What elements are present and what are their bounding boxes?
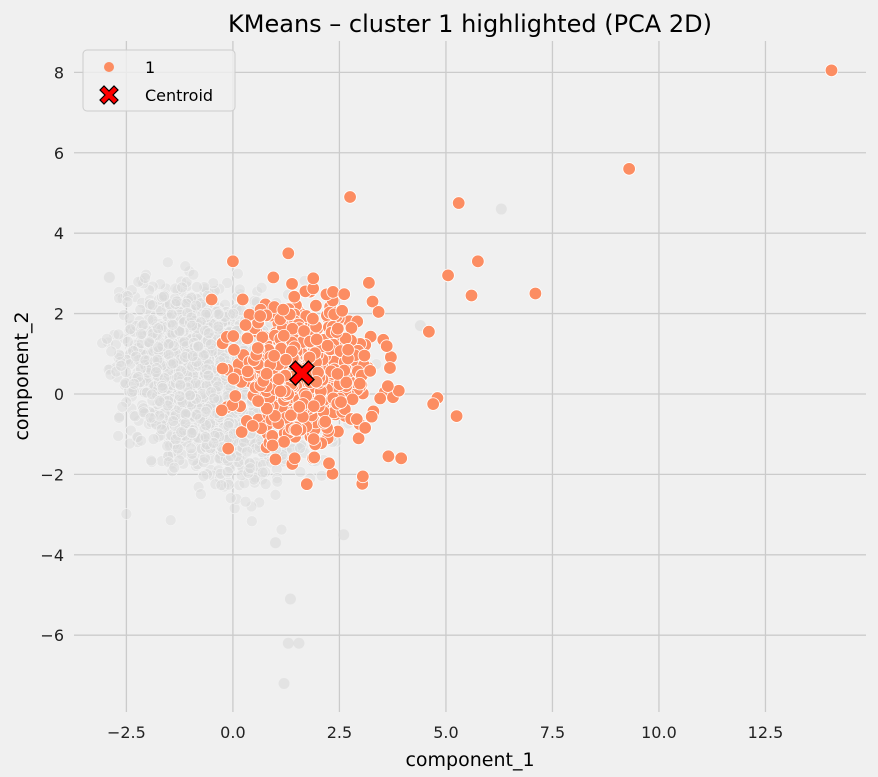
y-axis-label: component_2 (11, 311, 33, 440)
legend-circle-icon (104, 62, 114, 72)
y-tick-label: −2 (40, 465, 64, 484)
y-tick-label: 6 (54, 144, 64, 163)
centroid-x-icon (288, 360, 315, 387)
x-axis-label: component_1 (405, 749, 534, 771)
legend-label-cluster: 1 (145, 58, 155, 77)
x-tick-label: 0.0 (220, 723, 245, 742)
x-tick-label: 7.5 (540, 723, 565, 742)
chart-title: KMeans – cluster 1 highlighted (PCA 2D) (228, 10, 712, 38)
legend: 1 Centroid (82, 49, 236, 112)
y-tick-label: −6 (40, 626, 64, 645)
x-tick-label: −2.5 (107, 723, 146, 742)
x-tick-label: 2.5 (327, 723, 352, 742)
legend-label-centroid: Centroid (145, 86, 213, 105)
y-tick-label: 8 (54, 63, 64, 82)
y-tick-label: −4 (40, 546, 64, 565)
x-tick-label: 5.0 (433, 723, 458, 742)
centroid-marker (288, 360, 315, 387)
axis-ticks: −2.5 0.0 2.5 5.0 7.5 10.0 12.5 −6 −4 −2 0 2 4 6 8 (40, 63, 783, 742)
cluster-1-points (204, 63, 839, 491)
x-tick-label: 12.5 (748, 723, 784, 742)
legend-box (82, 49, 236, 112)
y-tick-label: 2 (54, 305, 64, 324)
legend-x-marker-icon (99, 85, 119, 105)
y-tick-label: 4 (54, 224, 64, 243)
x-tick-label: 10.0 (641, 723, 677, 742)
y-tick-label: 0 (54, 385, 64, 404)
